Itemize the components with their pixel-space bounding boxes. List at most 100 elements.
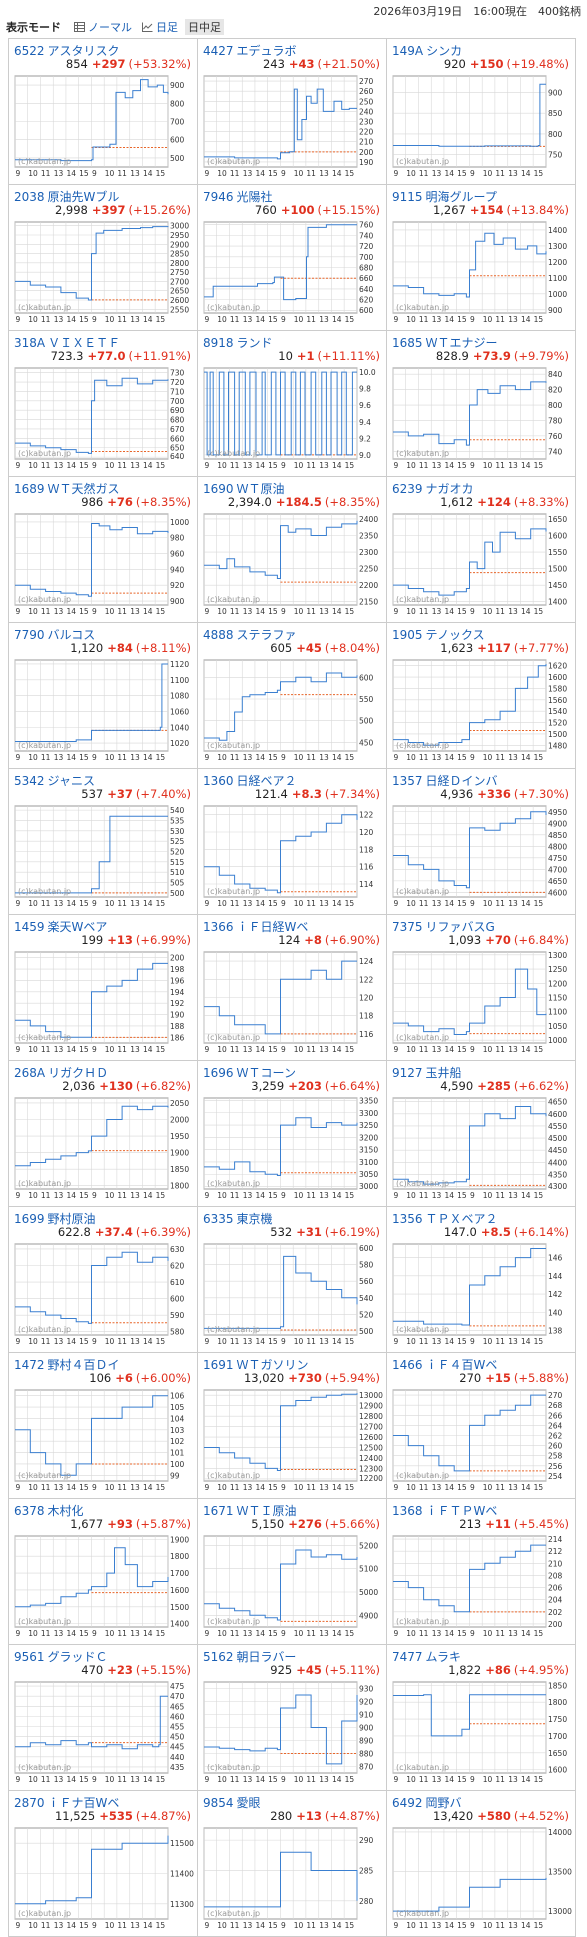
stock-name-link[interactable]: 1459 楽天Wベア: [14, 918, 107, 935]
stock-name-link[interactable]: 6239 ナガオカ: [392, 480, 474, 497]
intraday-chart[interactable]: 3350 3300 3250 3200 3150 3100 3050 3000 (c)kabut…: [202, 1095, 383, 1203]
x-tick-label: 11: [495, 1483, 505, 1492]
stock-name-link[interactable]: 318A ＶＩＸＥＴＦ: [14, 334, 120, 351]
y-tick-label: 4350: [548, 1170, 567, 1179]
intraday-chart[interactable]: 1120 1100 1080 1060 1040 1020 (c)kabutan.jp 9 10…: [13, 657, 194, 765]
x-tick-label: 9: [92, 1483, 97, 1492]
x-tick-label: 13: [243, 1045, 253, 1054]
stock-name-link[interactable]: 1671 ＷＴＩ原油: [203, 1502, 297, 1519]
mode-normal-link[interactable]: ノーマル: [71, 19, 135, 35]
intraday-chart[interactable]: 4950 4900 4850 4800 4750 4700 4650 4600 (c)kabut…: [391, 803, 572, 911]
intraday-chart[interactable]: 4650 4600 4550 4500 4450 4400 4350 4300 (c)kabut…: [391, 1095, 572, 1203]
x-tick-label: 14: [332, 607, 342, 616]
stock-code: 1472: [14, 1358, 45, 1372]
stock-name-link[interactable]: 1691 ＷＴガソリン: [203, 1356, 309, 1373]
stock-name-link[interactable]: 9127 玉井船: [392, 1064, 462, 1081]
x-tick-label: 13: [54, 1191, 64, 1200]
stock-card: 1368 ｉＦＴＰWベ 213 +11 (+5.45%) 214 212 210 208 206 2…: [386, 1498, 576, 1645]
stock-name-link[interactable]: 7477 ムラキ: [392, 1648, 461, 1665]
x-tick-label: 11: [117, 1775, 127, 1784]
stock-code: 7946: [203, 190, 234, 204]
stock-name-link[interactable]: 9115 明海グループ: [392, 188, 497, 205]
stock-name-link[interactable]: 1905 テノックス: [392, 626, 485, 643]
intraday-chart[interactable]: 1300 1250 1200 1150 1100 1050 1000 (c)kabutan.j…: [391, 949, 572, 1057]
intraday-chart[interactable]: 1650 1600 1550 1500 1450 1400 (c)kabutan.jp 9 10…: [391, 511, 572, 619]
stock-name-link[interactable]: 1699 野村原油: [14, 1210, 96, 1227]
price-line: 986 +76 (+8.35%): [81, 495, 191, 509]
stock-name-link[interactable]: 1356 ＴＰＸベア２: [392, 1210, 498, 1227]
stock-name-link[interactable]: 8918 ランド: [203, 334, 273, 351]
stock-name-link[interactable]: 268A リガクＨＤ: [14, 1064, 108, 1081]
stock-name-link[interactable]: 4888 ステラファ: [203, 626, 297, 643]
stock-name-link[interactable]: 149A シンカ: [392, 42, 462, 59]
stock-name-link[interactable]: 6378 木村化: [14, 1502, 84, 1519]
stock-name-link[interactable]: 6492 岡野バ: [392, 1794, 462, 1811]
stock-name-link[interactable]: 2038 原油先Wブル: [14, 188, 119, 205]
intraday-chart[interactable]: 214 212 210 208 206 204 202 200 (c)kabutan.jp 9 10…: [391, 1533, 572, 1641]
stock-name-link[interactable]: 1689 ＷＴ天然ガス: [14, 480, 120, 497]
stock-name-link[interactable]: 7946 光陽社: [203, 188, 273, 205]
price-change-percent: (+5.66%): [324, 1517, 380, 1531]
intraday-chart[interactable]: 200 198 196 194 192 190 188 186 (c)kabutan.jp 9 10…: [13, 949, 194, 1057]
y-tick-label: 280: [359, 1897, 374, 1906]
x-tick-label: 13: [508, 461, 518, 470]
y-tick-label: 1080: [170, 692, 189, 701]
intraday-chart[interactable]: 1620 1600 1580 1560 1540 1520 1500 1480 (c)kabut…: [391, 657, 572, 765]
intraday-chart[interactable]: 2400 2350 2300 2250 2200 2150 (c)kabutan.jp 9 10…: [202, 511, 383, 619]
x-tick-label: 9: [281, 1337, 286, 1346]
stock-name-link[interactable]: 1368 ｉＦＴＰWベ: [392, 1502, 497, 1519]
stock-name-link[interactable]: 1466 ｉＦ４百Wベ: [392, 1356, 497, 1373]
mode-daily-link[interactable]: 日足: [139, 19, 181, 35]
stock-name-link[interactable]: 1690 ＷＴ原油: [203, 480, 285, 497]
intraday-chart[interactable]: 760740720700680660640620600(c)kabutan.jp…: [202, 219, 383, 327]
stock-name-link[interactable]: 7375 リファバスG: [392, 918, 495, 935]
stock-name-link[interactable]: 1685 ＷＴエナジー: [392, 334, 498, 351]
x-tick-label: 14: [143, 1483, 153, 1492]
stock-name-link[interactable]: 2870 ｉＦナ百Wベ: [14, 1794, 119, 1811]
stock-name-link[interactable]: 6335 東京機: [203, 1210, 273, 1227]
stock-name-link[interactable]: 1357 日経Ｄインバ: [392, 772, 498, 789]
stock-name-link[interactable]: 1696 ＷＴコーン: [203, 1064, 296, 1081]
intraday-chart[interactable]: 1900 1800 1700 1600 1500 1400 (c)kabutan.jp 9 10…: [13, 1533, 194, 1641]
stock-name-link[interactable]: 5162 朝日ラバー: [203, 1648, 296, 1665]
stock-name-link[interactable]: 1366 ｉＦ日経Wベ: [203, 918, 308, 935]
intraday-chart[interactable]: 10.09.89.69.49.29.0(c)kabutan.jp9 10 11 13 1…: [202, 365, 383, 473]
stock-name-link[interactable]: 9561 グラッドＣ: [14, 1648, 108, 1665]
stock-name-link[interactable]: 1360 日経ベア２: [203, 772, 297, 789]
stock-name-link[interactable]: 5342 ジャニス: [14, 772, 95, 789]
stock-name-link[interactable]: 7790 バルコス: [14, 626, 95, 643]
stock-name: ｉＦナ百Wベ: [47, 1796, 120, 1810]
intraday-chart[interactable]: 1850 1800 1750 1700 1650 1600 (c)kabutan.jp 9 10…: [391, 1679, 572, 1787]
stock-name-link[interactable]: 9854 愛眼: [203, 1794, 261, 1811]
x-tick-label: 10: [483, 1775, 493, 1784]
intraday-chart[interactable]: 3000295029002850280027502700265026002550…: [13, 219, 194, 327]
stock-name-link[interactable]: 1472 野村４百Ｄイ: [14, 1356, 120, 1373]
intraday-chart[interactable]: 2050 2000 1950 1900 1850 1800 (c)kabutan.jp 9 10…: [13, 1095, 194, 1203]
mode-intraday-tab[interactable]: 日中足: [185, 19, 224, 35]
stock-name-link[interactable]: 6522 アスタリスク: [14, 42, 120, 59]
stock-name-link[interactable]: 4427 エデュラボ: [203, 42, 297, 59]
